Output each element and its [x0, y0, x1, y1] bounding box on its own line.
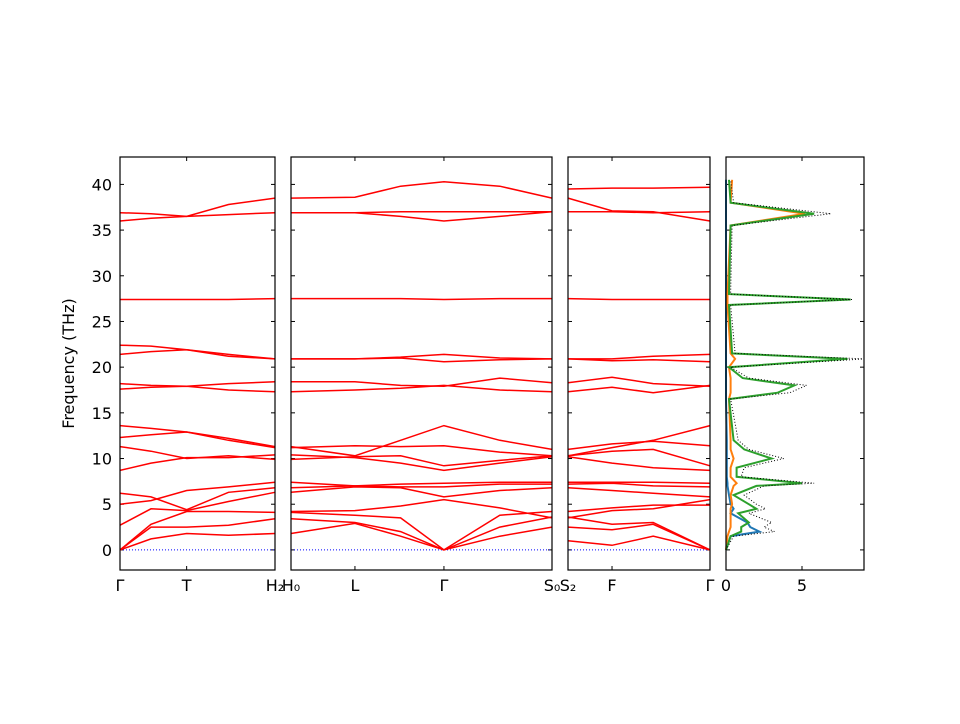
band — [567, 197, 711, 222]
band — [290, 444, 553, 457]
y-tick-label: 25 — [92, 312, 112, 331]
band — [291, 297, 552, 301]
band — [119, 424, 276, 449]
band — [119, 487, 276, 511]
x-tick-label: L — [350, 576, 359, 595]
x-tick-label: Γ — [439, 576, 448, 595]
band — [119, 344, 276, 360]
panel-frame — [290, 156, 553, 571]
band — [119, 197, 276, 222]
band — [290, 424, 553, 457]
band — [290, 180, 553, 199]
x-tick-label: H₀ — [282, 576, 300, 595]
band — [120, 297, 276, 301]
band — [567, 358, 711, 363]
band — [567, 297, 710, 301]
dos-curve — [725, 179, 806, 551]
x-tick-label: 5 — [797, 576, 807, 595]
panel-frame — [119, 156, 276, 571]
y-tick-label: 35 — [92, 221, 112, 240]
band — [568, 353, 711, 360]
band — [291, 377, 553, 388]
band — [567, 384, 711, 394]
band — [290, 522, 553, 551]
band — [290, 486, 553, 498]
band — [290, 498, 553, 519]
band — [119, 445, 276, 461]
band — [291, 357, 553, 363]
band — [567, 498, 711, 519]
band — [567, 448, 711, 467]
band — [119, 481, 276, 505]
band — [567, 523, 711, 551]
y-tick-label: 40 — [92, 175, 112, 194]
y-tick-label: 10 — [92, 450, 112, 469]
band — [568, 211, 711, 214]
band — [567, 455, 711, 472]
band — [119, 491, 276, 526]
x-tick-label: S₀ — [544, 576, 561, 595]
x-tick-label: F — [607, 576, 616, 595]
band — [567, 482, 711, 488]
x-tick-label: Γ — [706, 576, 715, 595]
band — [290, 481, 552, 487]
dos-curve — [725, 179, 865, 551]
band — [567, 487, 711, 498]
band — [290, 510, 553, 551]
x-tick-label: H₂ — [266, 576, 284, 595]
band — [119, 518, 276, 551]
y-tick-label: 20 — [92, 358, 112, 377]
band — [567, 424, 711, 457]
band — [567, 186, 711, 190]
y-tick-label: 5 — [102, 495, 112, 514]
x-tick-label: Γ — [116, 576, 125, 595]
panel-frame — [725, 156, 865, 571]
band — [291, 211, 552, 214]
panel-frame — [567, 156, 711, 571]
band — [290, 516, 553, 551]
band — [119, 385, 276, 393]
band — [567, 516, 711, 551]
band — [119, 532, 276, 551]
x-tick-label: 0 — [721, 576, 731, 595]
band — [567, 440, 711, 451]
x-tick-label: S₂ — [560, 576, 577, 595]
x-tick-label: T — [181, 576, 192, 595]
y-tick-label: 30 — [92, 267, 112, 286]
dos-curve — [725, 179, 851, 551]
band — [568, 481, 711, 484]
y-tick-label: 0 — [102, 541, 112, 560]
band — [567, 376, 711, 388]
band — [567, 504, 710, 513]
band — [567, 535, 711, 551]
band — [290, 455, 553, 467]
y-axis-label: Frequency (THz) — [59, 298, 78, 428]
band — [119, 510, 276, 551]
band — [290, 384, 553, 393]
y-tick-label: 15 — [92, 404, 112, 423]
band — [290, 483, 552, 489]
band — [119, 381, 276, 388]
band — [119, 211, 276, 218]
